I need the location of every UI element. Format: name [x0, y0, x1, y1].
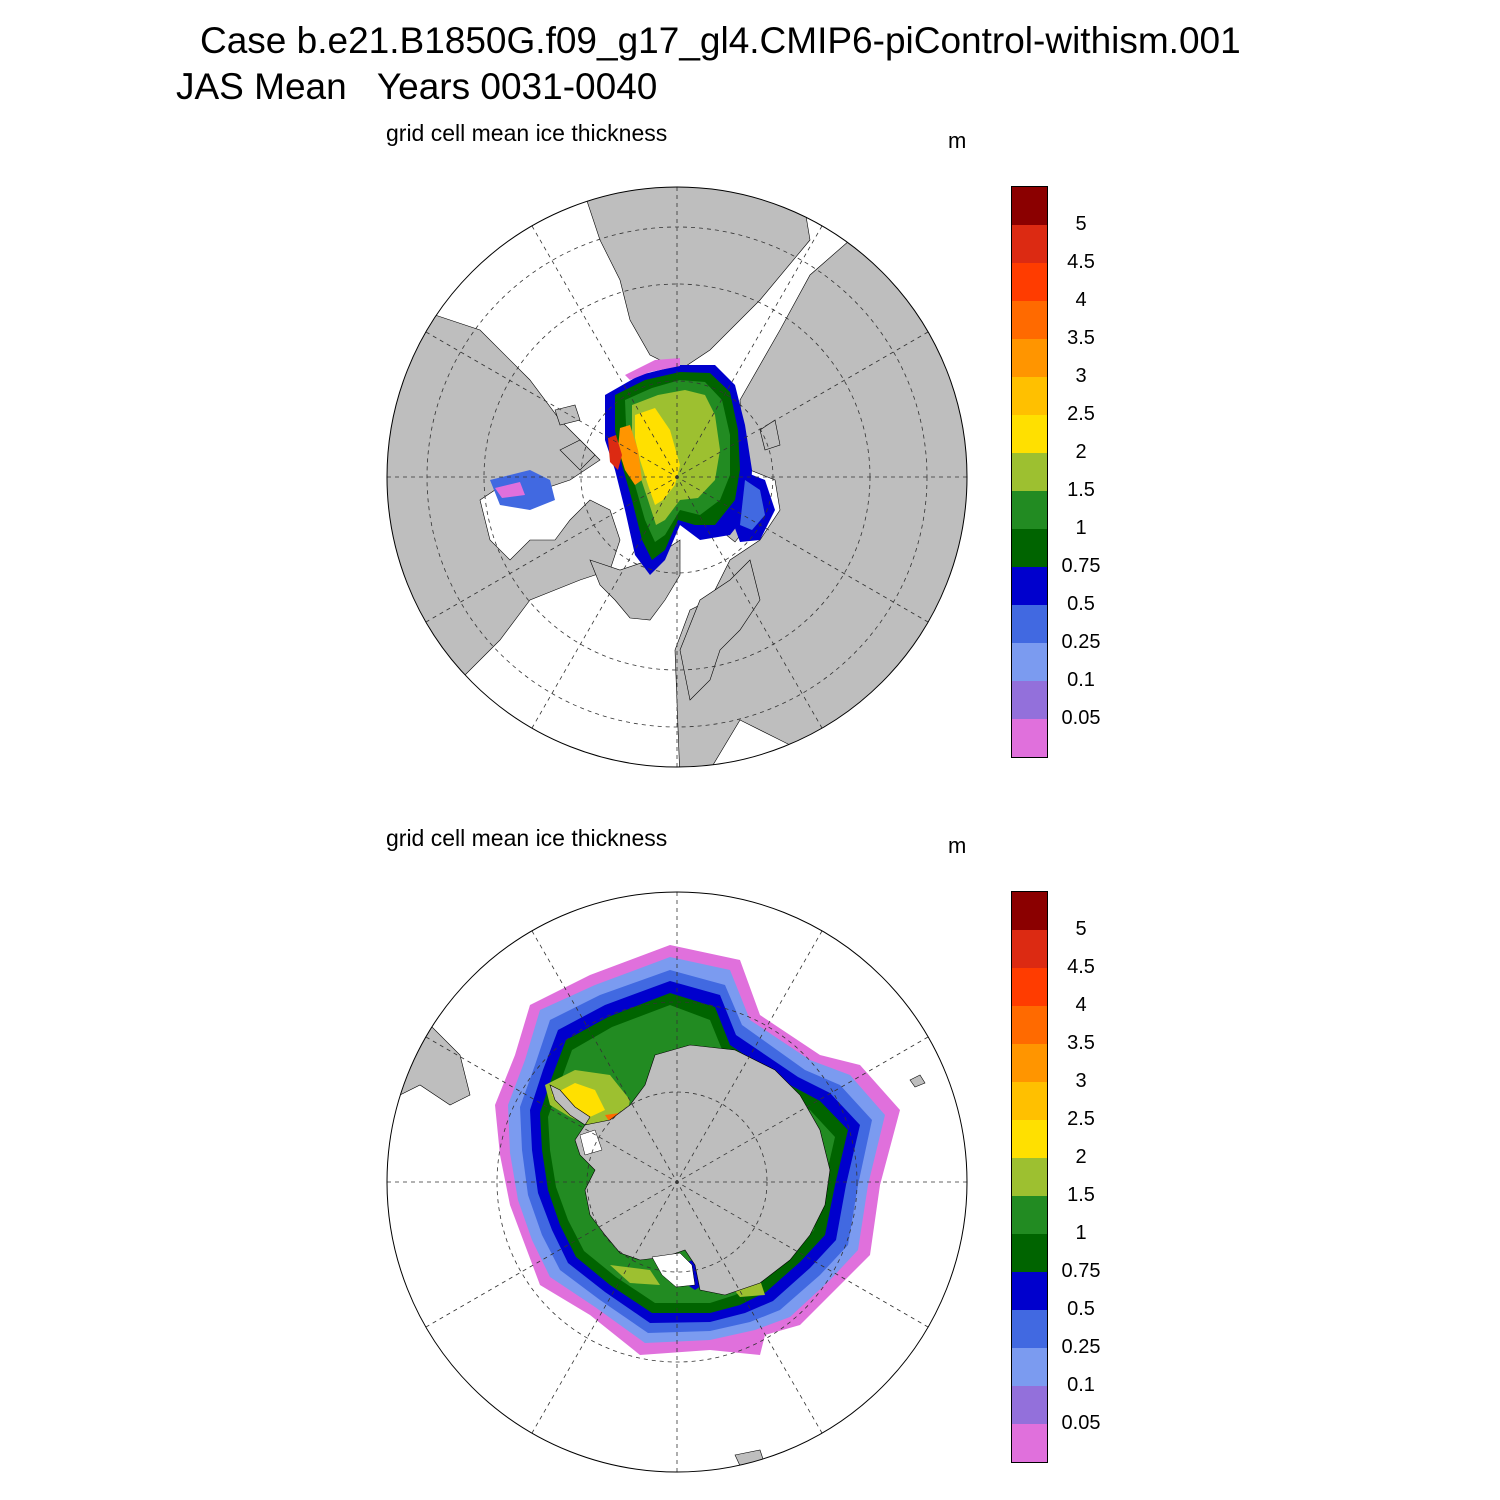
south-map-border — [386, 891, 968, 1473]
north-colorbar-swatch — [1012, 187, 1047, 225]
north-colorbar-label: 0.75 — [1061, 555, 1101, 577]
south-colorbar-label: 0.25 — [1061, 1336, 1101, 1358]
south-colorbar-label: 3.5 — [1067, 1032, 1095, 1054]
north-colorbar-swatch — [1012, 377, 1047, 415]
north-colorbar — [1011, 186, 1048, 758]
south-graticule — [387, 892, 967, 1472]
north-sea-ice — [490, 358, 775, 575]
south-colorbar-label: 1.5 — [1067, 1184, 1095, 1206]
south-colorbar-label: 0.05 — [1061, 1412, 1101, 1434]
north-colorbar-swatch — [1012, 491, 1047, 529]
south-colorbar-label: 1 — [1075, 1222, 1087, 1244]
north-colorbar-swatch — [1012, 643, 1047, 681]
south-colorbar-swatch — [1012, 1424, 1047, 1462]
south-colorbar-swatch — [1012, 1196, 1047, 1234]
south-colorbar-swatch — [1012, 1082, 1047, 1120]
south-ice-shelves — [579, 1129, 696, 1288]
south-colorbar-swatch — [1012, 1272, 1047, 1310]
north-colorbar-swatch — [1012, 453, 1047, 491]
south-panel-title: grid cell mean ice thickness — [386, 825, 668, 851]
north-colorbar-swatch — [1012, 567, 1047, 605]
south-colorbar-label: 2.5 — [1067, 1108, 1095, 1130]
south-colorbar-swatch — [1012, 1120, 1047, 1158]
south-colorbar-label: 4.5 — [1067, 956, 1095, 978]
south-colorbar-label: 3 — [1075, 1070, 1087, 1092]
south-colorbar-swatch — [1012, 1044, 1047, 1082]
south-colorbar — [1011, 891, 1048, 1463]
north-colorbar-label: 0.1 — [1067, 669, 1095, 691]
north-panel-title: grid cell mean ice thickness — [386, 120, 668, 146]
south-colorbar-label: 2 — [1075, 1146, 1087, 1168]
south-colorbar-swatch — [1012, 1348, 1047, 1386]
south-colorbar-swatch — [1012, 1310, 1047, 1348]
north-colorbar-label: 5 — [1075, 213, 1087, 235]
north-colorbar-label: 3 — [1075, 365, 1087, 387]
case-title: Case b.e21.B1850G.f09_g17_gl4.CMIP6-piCo… — [200, 20, 1241, 61]
north-colorbar-label: 4.5 — [1067, 251, 1095, 273]
south-colorbar-label: 5 — [1075, 918, 1087, 940]
south-units-label: m — [948, 833, 967, 858]
north-graticule — [387, 187, 967, 767]
north-colorbar-label: 2.5 — [1067, 403, 1095, 425]
north-colorbar-label: 1.5 — [1067, 479, 1095, 501]
north-colorbar-label: 3.5 — [1067, 327, 1095, 349]
south-colorbar-swatch — [1012, 1234, 1047, 1272]
north-colorbar-label: 0.5 — [1067, 593, 1095, 615]
north-colorbar-swatch — [1012, 681, 1047, 719]
north-colorbar-swatch — [1012, 339, 1047, 377]
north-colorbar-swatch — [1012, 529, 1047, 567]
north-colorbar-label: 2 — [1075, 441, 1087, 463]
south-polar-map — [386, 891, 968, 1473]
south-colorbar-swatch — [1012, 1386, 1047, 1424]
south-colorbar-swatch — [1012, 1006, 1047, 1044]
north-units-label: m — [948, 128, 967, 153]
south-colorbar-swatch — [1012, 1158, 1047, 1196]
north-colorbar-swatch — [1012, 225, 1047, 263]
north-colorbar-label: 1 — [1075, 517, 1087, 539]
south-colorbar-swatch — [1012, 930, 1047, 968]
north-colorbar-swatch — [1012, 415, 1047, 453]
north-colorbar-swatch — [1012, 719, 1047, 757]
south-colorbar-label: 0.5 — [1067, 1298, 1095, 1320]
south-colorbar-label: 0.75 — [1061, 1260, 1101, 1282]
north-colorbar-label: 0.05 — [1061, 707, 1101, 729]
north-colorbar-label: 4 — [1075, 289, 1087, 311]
north-polar-map — [386, 186, 968, 768]
south-colorbar-swatch — [1012, 968, 1047, 1006]
north-map-border — [386, 186, 968, 768]
period-title: JAS Mean Years 0031-0040 — [176, 66, 658, 107]
north-colorbar-swatch — [1012, 301, 1047, 339]
north-colorbar-swatch — [1012, 263, 1047, 301]
south-colorbar-label: 0.1 — [1067, 1374, 1095, 1396]
south-colorbar-swatch — [1012, 892, 1047, 930]
north-colorbar-label: 0.25 — [1061, 631, 1101, 653]
north-colorbar-swatch — [1012, 605, 1047, 643]
south-colorbar-label: 4 — [1075, 994, 1087, 1016]
